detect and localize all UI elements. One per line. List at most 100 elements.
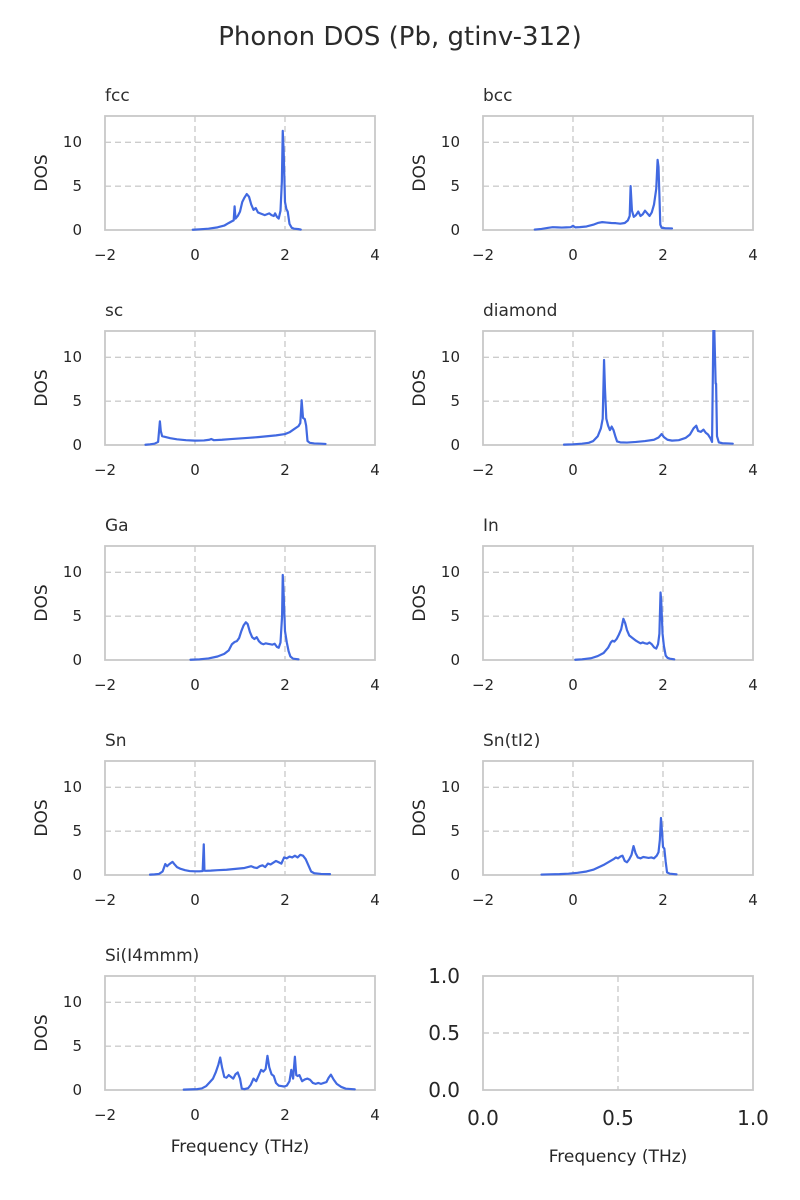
axes-border xyxy=(482,115,754,231)
x-tick-label: 0 xyxy=(568,676,578,694)
subplot-title: fcc xyxy=(105,86,130,106)
dos-curve xyxy=(148,843,332,876)
x-tick-label: −2 xyxy=(93,461,117,479)
x-axis-label: Frequency (THz) xyxy=(170,1137,310,1157)
subplot-title: In xyxy=(483,516,499,536)
x-tick-label: 0 xyxy=(568,891,578,909)
x-tick-label: 0.0 xyxy=(467,1106,499,1130)
x-tick-label: 2 xyxy=(280,891,290,909)
plot-area xyxy=(482,545,754,661)
y-tick-label: 10 xyxy=(62,133,82,152)
x-tick-label: 2 xyxy=(658,891,668,909)
y-tick-label: 10 xyxy=(440,778,460,797)
y-tick-label: 0 xyxy=(72,866,82,884)
y-tick-label: 5 xyxy=(72,177,82,196)
x-tick-label: 4 xyxy=(748,676,758,694)
y-tick-label: 5 xyxy=(72,392,82,411)
x-tick-label: 0 xyxy=(568,246,578,264)
x-tick-label: 0 xyxy=(190,676,200,694)
axes-border xyxy=(104,115,376,231)
y-tick-label: 5 xyxy=(450,392,460,411)
y-axis-label: DOS xyxy=(32,584,52,622)
y-tick-label: 5 xyxy=(72,1037,82,1056)
x-tick-label: 2 xyxy=(658,461,668,479)
axes-border xyxy=(482,330,754,446)
x-tick-label: 4 xyxy=(370,246,380,264)
dos-curve xyxy=(182,1054,356,1091)
dos-curve xyxy=(191,129,302,231)
x-axis-label: Frequency (THz) xyxy=(548,1147,688,1167)
y-tick-label: 0 xyxy=(450,221,460,239)
plot-area xyxy=(482,330,754,446)
x-tick-label: 0 xyxy=(190,246,200,264)
y-tick-label: 0.5 xyxy=(428,1021,460,1045)
y-axis-label: DOS xyxy=(410,799,430,837)
x-tick-label: 4 xyxy=(748,461,758,479)
y-tick-label: 5 xyxy=(72,607,82,626)
figure-title: Phonon DOS (Pb, gtinv-312) xyxy=(218,22,582,52)
y-tick-label: 10 xyxy=(440,348,460,367)
dos-curve xyxy=(562,330,734,446)
x-tick-label: 4 xyxy=(370,891,380,909)
axes-border xyxy=(482,545,754,661)
y-tick-label: 5 xyxy=(72,822,82,841)
y-tick-label: 0 xyxy=(72,221,82,239)
axes-border xyxy=(104,545,376,661)
y-tick-label: 10 xyxy=(62,778,82,797)
x-tick-label: 0 xyxy=(190,891,200,909)
plot-area xyxy=(104,330,376,446)
x-tick-label: 1.0 xyxy=(737,1106,769,1130)
x-tick-label: −2 xyxy=(93,676,117,694)
plot-area xyxy=(482,975,754,1091)
x-tick-label: −2 xyxy=(471,891,495,909)
x-tick-label: −2 xyxy=(471,676,495,694)
x-tick-label: 4 xyxy=(748,246,758,264)
y-tick-label: 5 xyxy=(450,177,460,196)
subplot-title: Sn xyxy=(105,731,127,751)
y-tick-label: 10 xyxy=(62,993,82,1012)
x-tick-label: 2 xyxy=(280,461,290,479)
dos-curve xyxy=(540,816,678,876)
y-tick-label: 10 xyxy=(62,348,82,367)
axes-border xyxy=(482,760,754,876)
subplot-title: Ga xyxy=(105,516,129,536)
x-tick-label: −2 xyxy=(471,461,495,479)
x-tick-label: −2 xyxy=(93,246,117,264)
y-tick-label: 1.0 xyxy=(428,964,460,988)
y-axis-label: DOS xyxy=(410,584,430,622)
y-tick-label: 5 xyxy=(450,607,460,626)
subplot-title: Sn(tI2) xyxy=(483,731,541,751)
y-tick-label: 5 xyxy=(450,822,460,841)
y-axis-label: DOS xyxy=(32,1014,52,1052)
x-tick-label: 4 xyxy=(370,676,380,694)
y-tick-label: 10 xyxy=(440,563,460,582)
y-tick-label: 0 xyxy=(450,866,460,884)
x-tick-label: −2 xyxy=(93,1106,117,1124)
y-tick-label: 10 xyxy=(62,563,82,582)
x-tick-label: 2 xyxy=(280,676,290,694)
y-tick-label: 10 xyxy=(440,133,460,152)
y-tick-label: 0.0 xyxy=(428,1078,460,1102)
x-tick-label: 2 xyxy=(280,1106,290,1124)
plot-area xyxy=(104,760,376,876)
x-tick-label: 2 xyxy=(280,246,290,264)
x-tick-label: 0 xyxy=(568,461,578,479)
y-tick-label: 0 xyxy=(72,436,82,454)
y-tick-label: 0 xyxy=(450,436,460,454)
x-tick-label: 2 xyxy=(658,676,668,694)
plot-area xyxy=(482,115,754,231)
plot-area xyxy=(104,975,376,1091)
y-tick-label: 0 xyxy=(450,651,460,669)
dos-curve xyxy=(189,573,300,661)
x-tick-label: 4 xyxy=(748,891,758,909)
y-axis-label: DOS xyxy=(410,154,430,192)
y-tick-label: 0 xyxy=(72,651,82,669)
axes-border xyxy=(104,760,376,876)
y-axis-label: DOS xyxy=(32,369,52,407)
dos-curve xyxy=(574,591,676,661)
x-tick-label: −2 xyxy=(93,891,117,909)
y-tick-label: 0 xyxy=(72,1081,82,1099)
x-tick-label: 2 xyxy=(658,246,668,264)
x-tick-label: −2 xyxy=(471,246,495,264)
